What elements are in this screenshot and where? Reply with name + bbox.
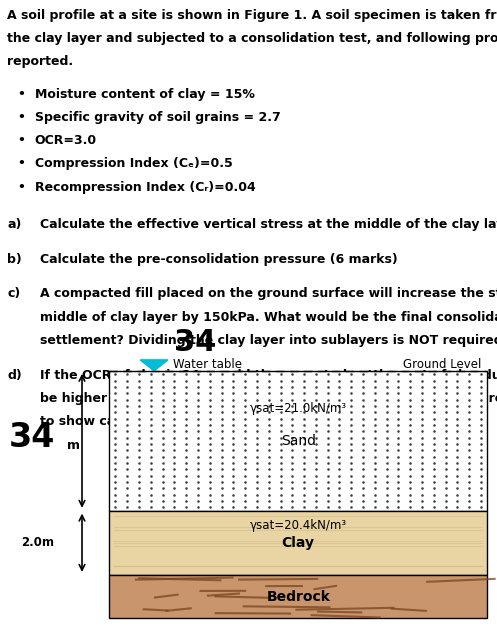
Bar bbox=[109, 575, 487, 618]
Text: middle of clay layer by 150kPa. What would be the final consolidation: middle of clay layer by 150kPa. What wou… bbox=[40, 311, 497, 323]
Text: settlement? Dividing the clay layer into sublayers is NOT required. (10 marks): settlement? Dividing the clay layer into… bbox=[40, 334, 497, 347]
Text: 34: 34 bbox=[9, 422, 56, 454]
Text: Bedrock: Bedrock bbox=[266, 589, 330, 604]
Text: Compression Index (Cₑ)=0.5: Compression Index (Cₑ)=0.5 bbox=[35, 158, 233, 170]
Text: c): c) bbox=[7, 287, 21, 301]
Text: b): b) bbox=[7, 253, 22, 266]
Text: reported.: reported. bbox=[7, 55, 74, 68]
Text: Ground Level: Ground Level bbox=[403, 358, 481, 371]
Text: the clay layer and subjected to a consolidation test, and following properties a: the clay layer and subjected to a consol… bbox=[7, 32, 497, 45]
Text: •: • bbox=[17, 111, 25, 124]
Text: OCR=3.0: OCR=3.0 bbox=[35, 134, 97, 147]
Text: γsat=20.4kN/m³: γsat=20.4kN/m³ bbox=[249, 519, 347, 532]
Text: •: • bbox=[17, 158, 25, 170]
Text: Clay: Clay bbox=[282, 536, 315, 549]
Bar bbox=[109, 511, 487, 575]
Text: to show calculations) (4 marks): to show calculations) (4 marks) bbox=[40, 415, 261, 429]
Text: Sand: Sand bbox=[281, 434, 316, 448]
Bar bbox=[109, 371, 487, 511]
Text: be higher or lower than that obtained from part c above? (Give reasons. No need: be higher or lower than that obtained fr… bbox=[40, 392, 497, 405]
Text: A soil profile at a site is shown in Figure 1. A soil specimen is taken from the: A soil profile at a site is shown in Fig… bbox=[7, 8, 497, 22]
Text: a): a) bbox=[7, 218, 22, 231]
Text: 2.0m: 2.0m bbox=[21, 536, 54, 549]
Text: Calculate the pre-consolidation pressure (6 marks): Calculate the pre-consolidation pressure… bbox=[40, 253, 398, 266]
Text: •: • bbox=[17, 180, 25, 194]
Text: •: • bbox=[17, 134, 25, 147]
Text: If the OCR of clay is 34, would the expected settlement of clay due to the fill : If the OCR of clay is 34, would the expe… bbox=[40, 369, 497, 382]
Text: d): d) bbox=[7, 369, 22, 382]
Text: Recompression Index (Cᵣ)=0.04: Recompression Index (Cᵣ)=0.04 bbox=[35, 180, 255, 194]
Text: A compacted fill placed on the ground surface will increase the stress at the: A compacted fill placed on the ground su… bbox=[40, 287, 497, 301]
Text: Calculate the effective vertical stress at the middle of the clay layer (10 mark: Calculate the effective vertical stress … bbox=[40, 218, 497, 231]
Text: Specific gravity of soil grains = 2.7: Specific gravity of soil grains = 2.7 bbox=[35, 111, 280, 124]
Text: Moisture content of clay = 15%: Moisture content of clay = 15% bbox=[35, 87, 254, 101]
Text: m: m bbox=[67, 439, 80, 452]
Text: γsat=21.0kN/m³: γsat=21.0kN/m³ bbox=[249, 403, 347, 415]
Text: •: • bbox=[17, 87, 25, 101]
Polygon shape bbox=[140, 360, 168, 371]
Text: Water table: Water table bbox=[173, 358, 242, 371]
Text: 34: 34 bbox=[174, 328, 216, 357]
